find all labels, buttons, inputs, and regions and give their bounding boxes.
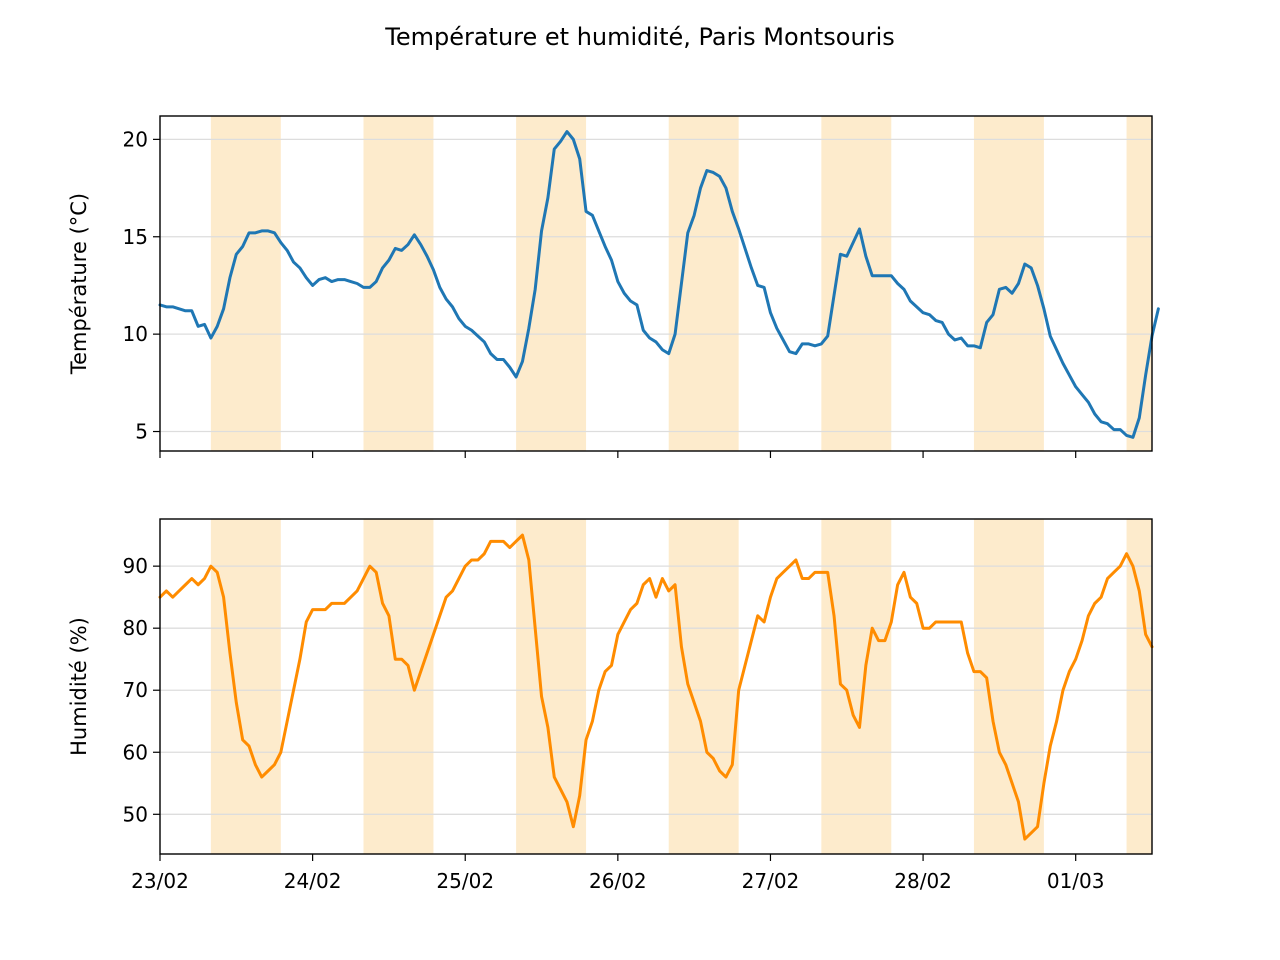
xtick-label: 24/02	[284, 869, 342, 893]
temperature-daytime-band	[210, 116, 281, 451]
temperature-ylabel: Température (°C)	[67, 193, 91, 375]
humidity-daytime-band	[821, 519, 892, 854]
temperature-daytime-band	[821, 116, 892, 451]
temperature-series-line	[158, 130, 1160, 439]
humidity-axes-frame	[159, 518, 1153, 855]
temperature-axes-frame	[159, 115, 1153, 452]
humidity-ylabel: Humidité (%)	[67, 617, 91, 756]
humidity-daytime-band	[210, 519, 281, 854]
temperature-daytime-band	[973, 116, 1044, 451]
xtick-label: 27/02	[742, 869, 800, 893]
xtick-label: 25/02	[436, 869, 494, 893]
humidity-daytime-band	[1126, 519, 1152, 854]
xtick-label: 23/02	[131, 869, 189, 893]
xtick-label: 26/02	[589, 869, 647, 893]
xtick-label: 28/02	[894, 869, 952, 893]
humidity-ytick-label: 70	[123, 678, 148, 702]
xtick-label: 01/03	[1047, 869, 1105, 893]
humidity-ytick-label: 50	[123, 802, 148, 826]
temperature-ytick-label: 10	[123, 322, 148, 346]
temperature-ytick-label: 5	[135, 420, 148, 444]
humidity-ytick-label: 60	[123, 740, 148, 764]
humidity-daytime-band	[668, 519, 739, 854]
temperature-daytime-band	[1126, 116, 1152, 451]
humidity-panel: 50 60 70 80 90 23/02 24/02 25/02 26/02 27/02 28/02…	[67, 518, 1154, 893]
humidity-daytime-band	[516, 519, 587, 854]
humidity-series-line	[158, 533, 1154, 841]
temperature-ytick-label: 20	[123, 127, 148, 151]
humidity-ytick-label: 90	[123, 554, 148, 578]
humidity-daytime-band	[363, 519, 434, 854]
humidity-daytime-band	[973, 519, 1044, 854]
humidity-ytick-label: 80	[123, 616, 148, 640]
chart-title: Température et humidité, Paris Montsouri…	[384, 23, 894, 51]
temperature-daytime-band	[668, 116, 739, 451]
temperature-ytick-label: 15	[123, 225, 148, 249]
temperature-panel: 5 10 15 20 Température (°C)	[67, 115, 1160, 458]
